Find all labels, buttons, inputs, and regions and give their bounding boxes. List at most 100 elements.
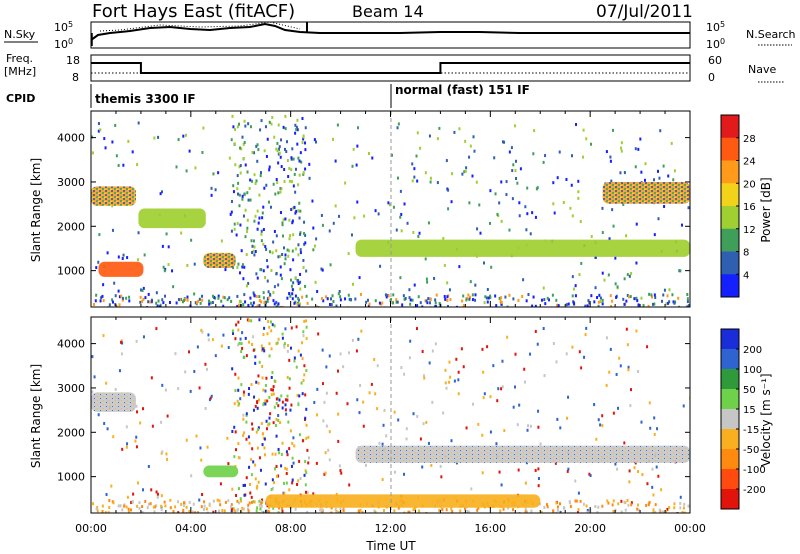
scatter-speckle (261, 211, 264, 215)
scatter-speckle (296, 303, 299, 307)
scatter-speckle (481, 471, 484, 475)
colorbar-swatch (721, 115, 739, 139)
scatter-speckle (239, 397, 242, 401)
scatter-speckle (421, 350, 424, 354)
scatter-speckle (567, 395, 570, 399)
scatter-speckle (256, 304, 259, 307)
scatter-speckle (263, 301, 266, 305)
scatter-speckle (635, 296, 638, 300)
scatter-speckle (532, 152, 535, 156)
scatter-speckle (458, 265, 461, 269)
scatter-speckle (325, 391, 328, 395)
scatter-speckle (95, 507, 98, 511)
scatter-speckle (258, 216, 261, 220)
scatter-speckle (223, 296, 226, 300)
scatter-speckle (246, 226, 249, 230)
scatter-speckle (280, 394, 283, 398)
scatter-speckle (282, 246, 285, 250)
scatter-speckle (407, 510, 410, 513)
cpid-mode-2: normal (fast) 151 IF (395, 83, 530, 97)
scatter-speckle (268, 416, 271, 420)
scatter-speckle (217, 171, 220, 175)
scatter-speckle (299, 232, 302, 236)
scatter-speckle (665, 509, 668, 513)
scatter-speckle (476, 227, 479, 231)
scatter-speckle (91, 151, 94, 155)
scatter-speckle (586, 508, 589, 512)
colorbar-swatch (721, 137, 739, 161)
scatter-speckle (687, 304, 690, 307)
scatter-speckle (627, 365, 630, 369)
scatter-speckle (273, 405, 276, 409)
scatter-speckle (614, 282, 617, 286)
scatter-speckle (433, 276, 436, 280)
scatter-speckle (264, 276, 267, 280)
scatter-speckle (382, 509, 385, 513)
scatter-speckle (652, 493, 655, 497)
scatter-speckle (627, 295, 630, 299)
scatter-speckle (339, 507, 342, 511)
scatter-speckle (403, 297, 406, 301)
scatter-speckle (285, 450, 288, 454)
scatter-speckle (651, 295, 654, 299)
scatter-speckle (195, 300, 198, 304)
scatter-speckle (267, 509, 270, 513)
scatter-speckle (427, 441, 430, 445)
scatter-speckle (609, 155, 612, 159)
scatter-speckle (361, 511, 364, 513)
scatter-speckle (91, 390, 94, 394)
scatter-speckle (175, 301, 178, 305)
scatter-speckle (118, 303, 121, 307)
scatter-speckle (237, 181, 240, 185)
scatter-speckle (164, 294, 167, 298)
scatter-speckle (276, 180, 279, 184)
scatter-speckle (325, 295, 328, 299)
scatter-speckle (624, 508, 627, 512)
scatter-speckle (612, 224, 615, 228)
scatter-speckle (594, 255, 597, 259)
scatter-speckle (258, 318, 261, 322)
scatter-speckle (283, 481, 286, 485)
scatter-speckle (233, 455, 236, 459)
scatter-speckle (639, 137, 642, 141)
scatter-speckle (288, 291, 291, 295)
scatter-speckle (352, 147, 355, 151)
scatter-speckle (236, 125, 239, 129)
scatter-speckle (525, 299, 528, 303)
scatter-speckle (190, 238, 193, 242)
scatter-speckle (234, 337, 237, 341)
scatter-speckle (240, 147, 243, 151)
scatter-speckle (472, 135, 475, 139)
scatter-speckle (219, 482, 222, 486)
scatter-speckle (465, 166, 468, 170)
scatter-speckle (450, 200, 453, 204)
scatter-speckle (192, 502, 195, 506)
scatter-speckle (234, 372, 237, 376)
scatter-speckle (339, 469, 342, 473)
scatter-speckle (234, 389, 237, 393)
scatter-speckle (435, 293, 438, 297)
scatter-speckle (288, 447, 291, 451)
scatter-speckle (593, 300, 596, 304)
scatter-speckle (543, 505, 546, 509)
scatter-speckle (264, 125, 267, 129)
scatter-speckle (598, 293, 601, 297)
scatter-speckle (242, 413, 245, 417)
scatter-speckle (266, 299, 269, 303)
scatter-speckle (574, 479, 577, 483)
scatter-speckle (197, 511, 200, 513)
scatter-speckle (290, 156, 293, 160)
scatter-speckle (114, 387, 117, 391)
scatter-speckle (290, 326, 293, 330)
scatter-speckle (204, 406, 207, 410)
scatter-speckle (337, 439, 340, 443)
scatter-speckle (214, 296, 217, 300)
scatter-speckle (275, 147, 278, 151)
scatter-speckle (498, 470, 501, 474)
scatter-speckle (260, 422, 263, 426)
scatter-speckle (359, 292, 362, 296)
scatter-speckle (214, 354, 217, 358)
scatter-speckle (205, 367, 208, 371)
scatter-speckle (150, 376, 153, 380)
scatter-speckle (634, 461, 637, 465)
